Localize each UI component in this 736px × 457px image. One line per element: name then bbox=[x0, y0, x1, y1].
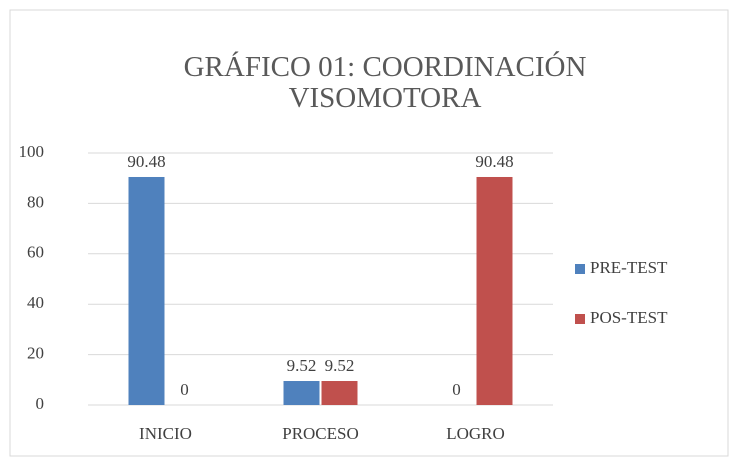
chart-title: GRÁFICO 01: COORDINACIÓN VISOMOTORA bbox=[183, 51, 587, 114]
bar bbox=[321, 381, 358, 405]
legend-swatch bbox=[575, 314, 585, 324]
y-tick-label: 80 bbox=[27, 192, 44, 211]
data-label: 9.52 bbox=[287, 356, 317, 375]
bar bbox=[476, 176, 513, 405]
data-label: 0 bbox=[452, 380, 461, 399]
x-tick-label: LOGRO bbox=[446, 424, 505, 443]
y-tick-label: 40 bbox=[27, 293, 44, 312]
y-tick-label: 20 bbox=[27, 344, 44, 363]
chart-frame bbox=[9, 9, 729, 457]
legend-label: PRE-TEST bbox=[590, 258, 668, 277]
x-tick-label: PROCESO bbox=[282, 424, 359, 443]
bar bbox=[283, 381, 320, 405]
legend-label: POS-TEST bbox=[590, 308, 668, 327]
y-tick-label: 60 bbox=[27, 243, 44, 262]
legend-swatch bbox=[575, 264, 585, 274]
y-tick-label: 0 bbox=[36, 394, 45, 413]
x-tick-label: INICIO bbox=[139, 424, 192, 443]
data-label: 9.52 bbox=[325, 356, 355, 375]
y-tick-label: 100 bbox=[19, 142, 45, 161]
data-label: 0 bbox=[180, 380, 189, 399]
data-label: 90.48 bbox=[127, 152, 165, 171]
data-label: 90.48 bbox=[475, 152, 513, 171]
bar bbox=[128, 176, 165, 405]
